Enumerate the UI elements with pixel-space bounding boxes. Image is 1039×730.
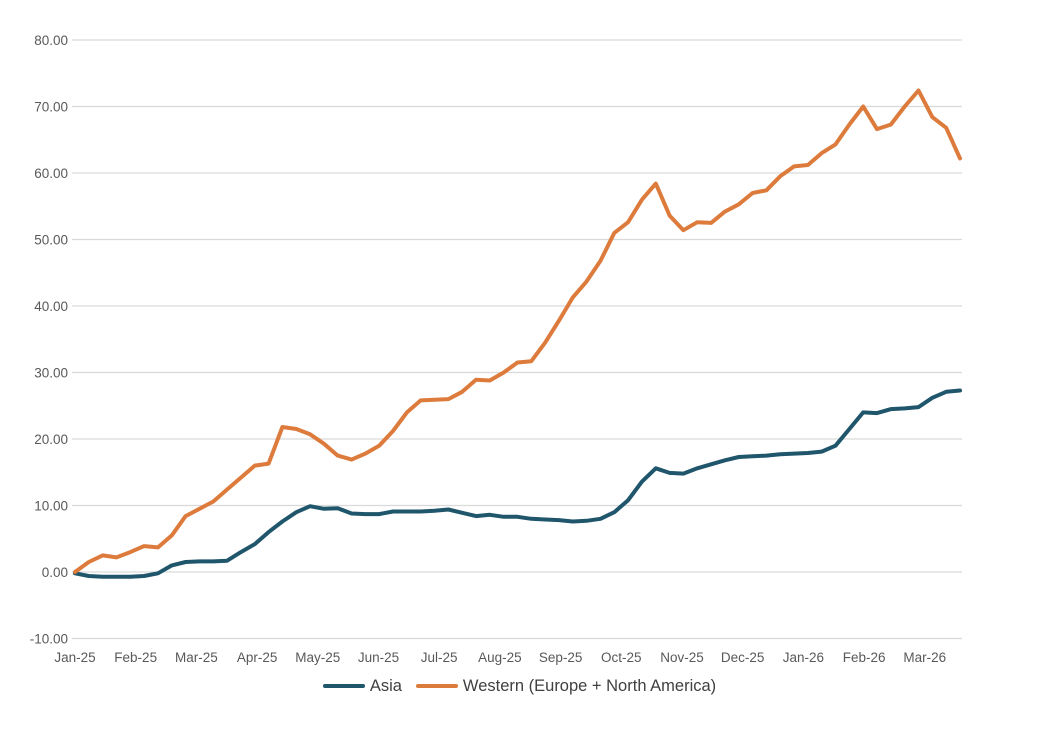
x-tick-label: Mar-26: [903, 650, 946, 665]
x-tick-label: Jan-25: [54, 650, 95, 665]
x-tick-label: Feb-25: [114, 650, 157, 665]
y-tick-label: 80.00: [34, 33, 68, 48]
legend-line-swatch-asia: [322, 684, 365, 689]
y-tick-label: 40.00: [34, 299, 68, 314]
x-tick-label: Apr-25: [237, 650, 278, 665]
y-tick-label: 60.00: [34, 166, 68, 181]
x-tick-label: Jul-25: [421, 650, 458, 665]
x-tick-label: Dec-25: [721, 650, 765, 665]
legend-label-asia: Asia: [369, 677, 402, 695]
x-tick-label: May-25: [295, 650, 340, 665]
chart-plot-area: 80.00 70.00 60.00 50.00 40.00 30.00 20.00 10.00…: [30, 33, 962, 665]
x-tick-label: Mar-25: [175, 650, 218, 665]
legend-label-western: Western (Europe + North America): [462, 677, 717, 695]
legend-line-swatch-western: [415, 684, 458, 689]
y-tick-label: 20.00: [34, 432, 68, 447]
y-tick-label: -10.00: [30, 631, 68, 646]
series-line-western: [73, 88, 962, 574]
y-axis-tick-labels: 80.00 70.00 60.00 50.00 40.00 30.00 20.00 10.00…: [30, 33, 68, 646]
y-tick-label: 0.00: [42, 565, 68, 580]
legend-item-asia: Asia: [322, 677, 402, 695]
x-tick-label: Sep-25: [539, 650, 583, 665]
legend-item-western: Western (Europe + North America): [415, 677, 717, 695]
x-tick-label: Oct-25: [601, 650, 642, 665]
y-tick-label: 70.00: [34, 99, 68, 114]
gridlines: [72, 39, 962, 640]
chart-legend: Asia Western (Europe + North America): [0, 678, 1039, 695]
y-tick-label: 10.00: [34, 498, 68, 513]
x-tick-label: Jun-25: [358, 650, 399, 665]
x-tick-label: Jan-26: [783, 650, 824, 665]
x-tick-label: Nov-25: [660, 650, 704, 665]
y-tick-label: 30.00: [34, 365, 68, 380]
x-tick-label: Aug-25: [478, 650, 522, 665]
x-axis-tick-labels: Jan-25 Feb-25 Mar-25 Apr-25 May-25 Jun-25 Jul-…: [54, 650, 946, 665]
x-tick-label: Feb-26: [843, 650, 886, 665]
series-line-asia: [73, 388, 962, 579]
y-tick-label: 50.00: [34, 232, 68, 247]
